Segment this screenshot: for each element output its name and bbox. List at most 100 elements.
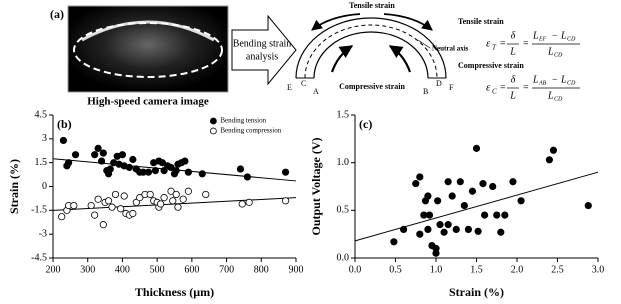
point-label: E [287, 83, 292, 92]
neutral-arc [304, 24, 438, 79]
x-tick-label: 2.0 [511, 264, 524, 275]
x-tick-label: 1.5 [470, 264, 483, 275]
data-point [399, 225, 408, 233]
data-point [59, 136, 68, 145]
y-tick-label: 1.5 [337, 109, 350, 120]
point-label: A [313, 87, 319, 96]
equation-text: L [509, 90, 516, 101]
data-point [474, 227, 482, 235]
data-point [444, 178, 452, 186]
outer-arc [295, 17, 447, 79]
data-point [70, 201, 78, 210]
point-label: C [301, 79, 306, 88]
charts: 200 300 400 500 600 700 800 900 -4.5 -3 -1.5 0 1.5 3 4… [7, 109, 605, 298]
x-tick-label: 800 [254, 264, 269, 275]
data-point [136, 194, 144, 202]
image-caption: High-speed camera image [87, 96, 209, 108]
y-axis-title: Strain (%) [7, 159, 21, 214]
data-point [468, 187, 477, 195]
data-point [416, 173, 424, 181]
equation-text: = [523, 38, 529, 49]
data-point [424, 225, 432, 233]
x-tick-label: 3.0 [592, 264, 605, 275]
data-point [245, 198, 253, 206]
equation-text: = [500, 38, 506, 49]
equation-text: ε [486, 38, 491, 50]
data-point [434, 197, 442, 205]
data-point [545, 156, 554, 164]
tensile-arrow [311, 13, 361, 31]
equation-text: − [552, 74, 558, 85]
data-point [425, 211, 434, 219]
equation-text: T [492, 44, 497, 52]
panel-label: (c) [359, 117, 372, 131]
data-point [517, 197, 525, 205]
data-point [179, 195, 187, 203]
equation-text: L [560, 74, 567, 85]
y-axis-title: Output Voltage (V) [309, 137, 323, 235]
x-tick-label: 400 [115, 264, 130, 275]
x-axis-title: Thickness (μm) [135, 285, 214, 299]
inner-arc [313, 31, 429, 79]
data-point [98, 157, 106, 165]
panel-label: (a) [50, 7, 64, 21]
y-tick-label: -3 [39, 228, 47, 239]
x-tick-label: 600 [184, 264, 199, 275]
data-point [460, 201, 468, 210]
data-point [424, 192, 432, 200]
compressive-arrow [388, 45, 412, 73]
data-point [416, 230, 424, 238]
equation-text: δ [511, 74, 516, 85]
data-point [243, 173, 251, 181]
data-point [489, 182, 497, 191]
dashed-ellipse [73, 22, 223, 78]
data-point [480, 211, 489, 219]
y-tick-label: -1.5 [31, 205, 47, 216]
data-point [172, 190, 180, 199]
x-tick-label: 2.5 [551, 264, 564, 275]
y-tick-label: 0.5 [337, 205, 350, 216]
data-point [118, 151, 127, 159]
equation-text: L [509, 46, 516, 57]
data-point [390, 238, 398, 246]
data-point [584, 201, 592, 210]
data-point [181, 157, 189, 165]
data-point [160, 167, 168, 175]
equation-text: L [547, 46, 554, 57]
data-point [71, 151, 80, 159]
panel-label: (b) [57, 117, 72, 131]
legend-label: Bending compression [220, 127, 281, 135]
y-tick-label: 0 [42, 181, 47, 192]
data-point [172, 167, 180, 175]
data-point [151, 167, 160, 175]
data-point [99, 221, 107, 229]
equation-text: δ [511, 30, 516, 41]
compressive-label: Compressive strain [339, 82, 405, 91]
equation-text: CD [567, 80, 576, 86]
data-point [167, 187, 175, 195]
data-point [99, 149, 107, 157]
data-point [65, 159, 73, 167]
data-point [87, 201, 95, 210]
x-axis-title: Strain (%) [449, 285, 504, 299]
equation-text: − [552, 30, 558, 41]
data-point [497, 228, 505, 236]
x-tick-label: 500 [150, 264, 165, 275]
data-point [158, 159, 166, 167]
compressive-arrow [330, 45, 354, 73]
x-tick-label: 200 [46, 264, 61, 275]
data-point [106, 165, 114, 173]
data-point [91, 151, 99, 159]
data-point [184, 168, 192, 176]
data-point [146, 190, 154, 199]
y-tick-label: 3 [42, 133, 47, 144]
data-point [464, 225, 472, 233]
data-point [493, 211, 501, 219]
equation-title: Tensile strain [458, 17, 504, 26]
data-point [444, 221, 452, 229]
data-point [120, 192, 128, 200]
camera-image [67, 5, 229, 93]
data-point [509, 178, 517, 186]
y-tick-label: 0.0 [337, 252, 350, 263]
